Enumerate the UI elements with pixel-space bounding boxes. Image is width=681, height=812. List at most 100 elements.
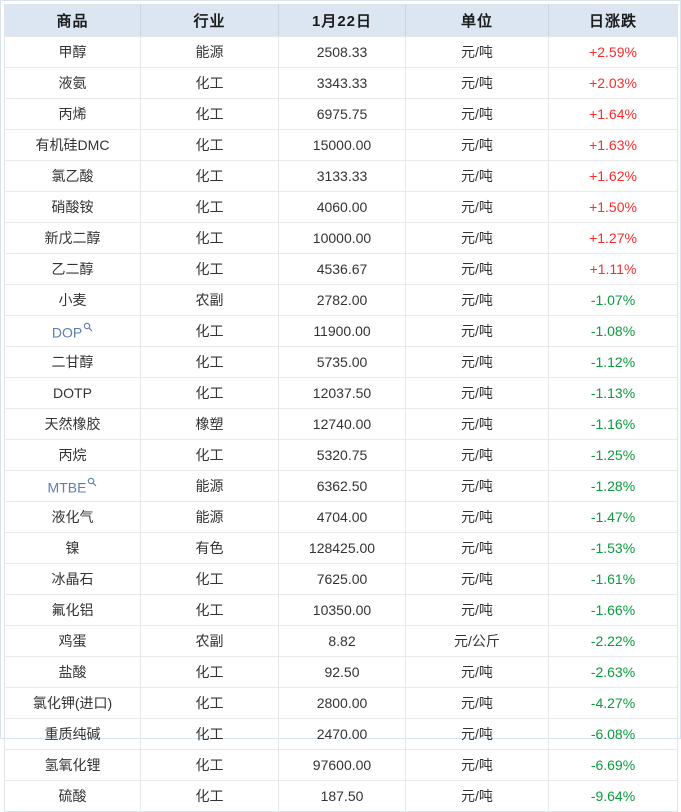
price-cell: 6975.75 — [278, 98, 406, 130]
daily-change-cell: -6.08% — [548, 718, 678, 750]
industry-cell: 有色 — [140, 532, 279, 564]
table-row: 丙烯 化工 6975.75 元/吨 +1.64% — [4, 98, 678, 130]
price-cell: 2782.00 — [278, 284, 406, 316]
table-row: 氢氧化锂 化工 97600.00 元/吨 -6.69% — [4, 749, 678, 781]
industry-cell: 能源 — [140, 36, 279, 68]
price-cell: 92.50 — [278, 656, 406, 688]
industry-cell: 农副 — [140, 284, 279, 316]
table-row: 冰晶石 化工 7625.00 元/吨 -1.61% — [4, 563, 678, 595]
daily-change-cell: -1.61% — [548, 563, 678, 595]
table-row: 硫酸 化工 187.50 元/吨 -9.64% — [4, 780, 678, 812]
commodity-cell: 液化气 — [4, 501, 141, 533]
unit-cell: 元/吨 — [405, 98, 549, 130]
unit-cell: 元/吨 — [405, 594, 549, 626]
commodity-cell[interactable]: DOP — [4, 315, 141, 347]
daily-change-cell: -2.22% — [548, 625, 678, 657]
column-header-industry: 行业 — [140, 4, 279, 37]
daily-change-cell: -1.08% — [548, 315, 678, 347]
daily-change-cell: -6.69% — [548, 749, 678, 781]
price-cell: 3133.33 — [278, 160, 406, 192]
commodity-cell: 有机硅DMC — [4, 129, 141, 161]
table-row: 氯化钾(进口) 化工 2800.00 元/吨 -4.27% — [4, 687, 678, 719]
table-row: 鸡蛋 农副 8.82 元/公斤 -2.22% — [4, 625, 678, 657]
industry-cell: 化工 — [140, 67, 279, 99]
price-cell: 3343.33 — [278, 67, 406, 99]
commodity-cell: 氟化铝 — [4, 594, 141, 626]
price-cell: 8.82 — [278, 625, 406, 657]
industry-cell: 化工 — [140, 98, 279, 130]
unit-cell: 元/吨 — [405, 687, 549, 719]
industry-cell: 化工 — [140, 160, 279, 192]
unit-cell: 元/吨 — [405, 470, 549, 502]
unit-cell: 元/吨 — [405, 315, 549, 347]
unit-cell: 元/吨 — [405, 160, 549, 192]
daily-change-cell: +1.50% — [548, 191, 678, 223]
commodity-link[interactable]: DOP — [51, 324, 83, 341]
industry-cell: 能源 — [140, 470, 279, 502]
unit-cell: 元/吨 — [405, 129, 549, 161]
commodity-cell: 二甘醇 — [4, 346, 141, 378]
daily-change-cell: -1.16% — [548, 408, 678, 440]
price-cell: 4704.00 — [278, 501, 406, 533]
price-cell: 187.50 — [278, 780, 406, 812]
table-row: DOTP 化工 12037.50 元/吨 -1.13% — [4, 377, 678, 409]
price-cell: 10000.00 — [278, 222, 406, 254]
industry-cell: 化工 — [140, 222, 279, 254]
industry-cell: 化工 — [140, 687, 279, 719]
unit-cell: 元/吨 — [405, 284, 549, 316]
daily-change-cell: -1.12% — [548, 346, 678, 378]
industry-cell: 化工 — [140, 718, 279, 750]
industry-cell: 能源 — [140, 501, 279, 533]
daily-change-cell: +1.62% — [548, 160, 678, 192]
industry-cell: 化工 — [140, 656, 279, 688]
commodity-cell: 丙烷 — [4, 439, 141, 471]
commodity-price-table: 商品 行业 1月22日 单位 日涨跌 甲醇 能源 2508.33 元/吨 +2.59% 液氨 化工 3… — [4, 4, 678, 812]
unit-cell: 元/吨 — [405, 408, 549, 440]
price-cell: 2800.00 — [278, 687, 406, 719]
unit-cell: 元/吨 — [405, 67, 549, 99]
commodity-cell: 氯乙酸 — [4, 160, 141, 192]
commodity-cell: 盐酸 — [4, 656, 141, 688]
daily-change-cell: -4.27% — [548, 687, 678, 719]
price-cell: 2508.33 — [278, 36, 406, 68]
industry-cell: 化工 — [140, 315, 279, 347]
unit-cell: 元/吨 — [405, 439, 549, 471]
industry-cell: 化工 — [140, 377, 279, 409]
search-icon[interactable] — [83, 322, 93, 332]
commodity-cell: 冰晶石 — [4, 563, 141, 595]
daily-change-cell: -1.13% — [548, 377, 678, 409]
daily-change-cell: +1.27% — [548, 222, 678, 254]
price-cell: 97600.00 — [278, 749, 406, 781]
unit-cell: 元/吨 — [405, 718, 549, 750]
price-cell: 5735.00 — [278, 346, 406, 378]
price-cell: 15000.00 — [278, 129, 406, 161]
price-cell: 4536.67 — [278, 253, 406, 285]
commodity-cell[interactable]: MTBE — [4, 470, 141, 502]
price-cell: 6362.50 — [278, 470, 406, 502]
table-row: 甲醇 能源 2508.33 元/吨 +2.59% — [4, 36, 678, 68]
table-row: 二甘醇 化工 5735.00 元/吨 -1.12% — [4, 346, 678, 378]
unit-cell: 元/吨 — [405, 346, 549, 378]
commodity-cell: 丙烯 — [4, 98, 141, 130]
daily-change-cell: -1.53% — [548, 532, 678, 564]
commodity-cell: 液氨 — [4, 67, 141, 99]
commodity-cell: 鸡蛋 — [4, 625, 141, 657]
industry-cell: 化工 — [140, 439, 279, 471]
table-row: 天然橡胶 橡塑 12740.00 元/吨 -1.16% — [4, 408, 678, 440]
unit-cell: 元/吨 — [405, 749, 549, 781]
search-icon[interactable] — [87, 477, 97, 487]
table-row: 盐酸 化工 92.50 元/吨 -2.63% — [4, 656, 678, 688]
unit-cell: 元/吨 — [405, 656, 549, 688]
daily-change-cell: -1.07% — [548, 284, 678, 316]
table-row: 新戊二醇 化工 10000.00 元/吨 +1.27% — [4, 222, 678, 254]
commodity-link[interactable]: MTBE — [47, 479, 87, 496]
industry-cell: 化工 — [140, 346, 279, 378]
industry-cell: 化工 — [140, 191, 279, 223]
unit-cell: 元/吨 — [405, 222, 549, 254]
unit-cell: 元/吨 — [405, 563, 549, 595]
table-row: 重质纯碱 化工 2470.00 元/吨 -6.08% — [4, 718, 678, 750]
table-row: DOP 化工 11900.00 元/吨 -1.08% — [4, 315, 678, 347]
unit-cell: 元/吨 — [405, 253, 549, 285]
daily-change-cell: -1.25% — [548, 439, 678, 471]
